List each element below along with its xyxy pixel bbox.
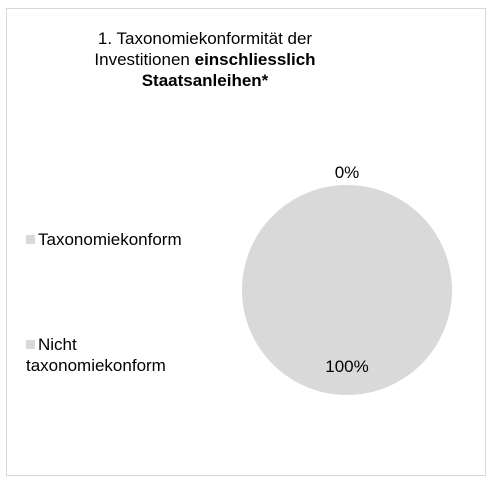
- legend-item-nicht-taxonomiekonform: Nicht taxonomiekonform: [26, 334, 166, 376]
- title-number: 1.: [97, 29, 113, 48]
- title-line1: Taxonomiekonformität der: [116, 29, 313, 48]
- data-label-taxonomiekonform: 0%: [335, 163, 360, 182]
- legend-swatch-nicht-taxonomiekonform: [26, 340, 35, 349]
- title-line2-normal: Investitionen: [94, 50, 190, 69]
- data-label-nicht-taxonomiekonform: 100%: [325, 357, 368, 376]
- legend-swatch-taxonomiekonform: [26, 235, 35, 244]
- pie-slice-nicht-taxonomiekonform: [242, 185, 452, 395]
- chart-title: 1. Taxonomiekonformität der Investitione…: [30, 28, 380, 91]
- title-line3-bold: Staatsanleihen*: [141, 71, 269, 90]
- pie-slices: [242, 185, 452, 395]
- legend-label-taxonomiekonform: Taxonomiekonform: [38, 230, 182, 249]
- legend-label-nicht-line2: taxonomiekonform: [26, 356, 166, 375]
- legend-label-nicht-line1: Nicht: [38, 335, 77, 354]
- title-line2-bold: einschliesslich: [194, 50, 316, 69]
- legend-item-taxonomiekonform: Taxonomiekonform: [26, 229, 182, 250]
